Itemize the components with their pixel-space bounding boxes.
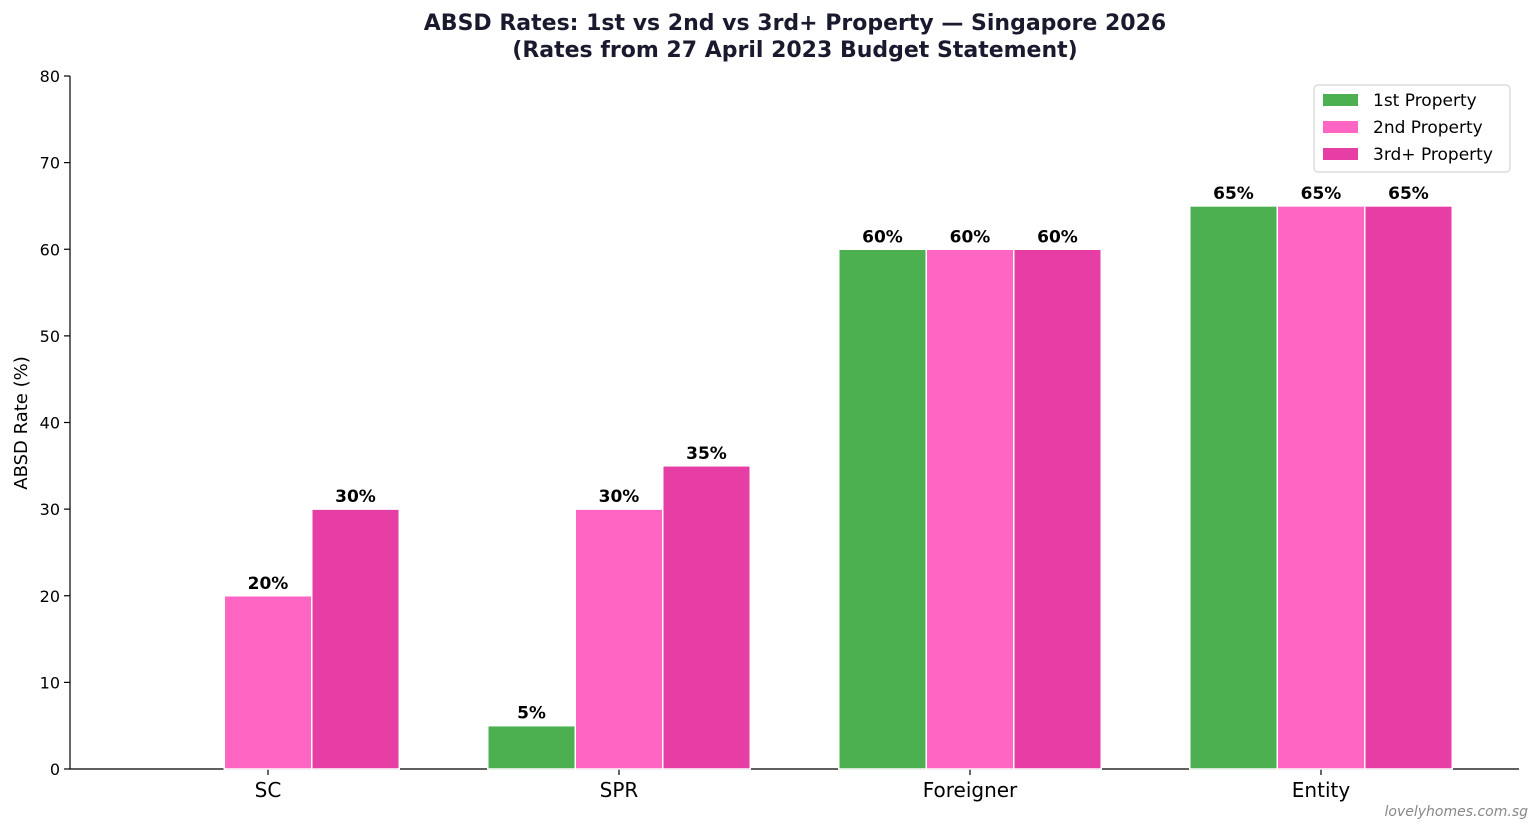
bar xyxy=(838,248,927,770)
bar-value-label: 60% xyxy=(1037,227,1078,247)
bar-value-label: 30% xyxy=(335,487,376,507)
y-tick-label: 80 xyxy=(40,67,60,86)
bar xyxy=(1013,248,1102,770)
y-tick-label: 70 xyxy=(40,154,60,173)
bar-value-label: 35% xyxy=(686,444,727,464)
x-tick-label: SPR xyxy=(600,778,639,802)
legend-label: 1st Property xyxy=(1373,91,1477,111)
x-tick-label: Entity xyxy=(1292,778,1351,802)
bar xyxy=(223,595,313,770)
bar xyxy=(1276,205,1366,770)
bar-value-label: 20% xyxy=(248,574,289,594)
bar xyxy=(311,508,400,770)
bars: 20% 30% 5% 30% 35% 60% 60% 60% 65% 65% 65% xyxy=(223,184,1453,770)
legend-label: 2nd Property xyxy=(1373,118,1483,138)
y-tick-label: 40 xyxy=(40,414,60,433)
x-tick-label: Foreigner xyxy=(923,778,1018,802)
bar-value-label: 30% xyxy=(599,487,640,507)
bar-value-label: 5% xyxy=(517,704,546,724)
legend: 1st Property 2nd Property 3rd+ Property xyxy=(1313,84,1511,173)
bar xyxy=(1189,205,1278,770)
y-tick-label: 10 xyxy=(40,673,60,692)
bar-value-label: 65% xyxy=(1388,184,1429,204)
bar xyxy=(662,465,751,770)
y-tick-label: 20 xyxy=(40,587,60,606)
x-tick-label: SC xyxy=(255,778,282,802)
y-tick-label: 30 xyxy=(40,500,60,519)
y-tick-label: 0 xyxy=(50,760,60,779)
y-axis-label: ABSD Rate (%) xyxy=(11,356,32,490)
chart-title-line2: (Rates from 27 April 2023 Budget Stateme… xyxy=(512,38,1077,63)
bar xyxy=(574,508,664,770)
legend-label: 3rd+ Property xyxy=(1373,145,1493,165)
bar-value-label: 65% xyxy=(1301,184,1342,204)
y-tick-label: 50 xyxy=(40,327,60,346)
bar-value-label: 60% xyxy=(862,227,903,247)
legend-box xyxy=(1313,84,1511,173)
bar-value-label: 65% xyxy=(1213,184,1254,204)
y-tick-label: 60 xyxy=(40,240,60,259)
bar xyxy=(1364,205,1453,770)
legend-swatch xyxy=(1323,148,1358,160)
watermark: lovelyhomes.com.sg xyxy=(1385,804,1529,820)
bar xyxy=(925,248,1015,770)
bar-value-label: 60% xyxy=(950,227,991,247)
legend-swatch xyxy=(1323,121,1358,133)
bar xyxy=(487,724,576,770)
chart-title-line1: ABSD Rates: 1st vs 2nd vs 3rd+ Property … xyxy=(424,11,1166,36)
legend-swatch xyxy=(1323,94,1358,106)
